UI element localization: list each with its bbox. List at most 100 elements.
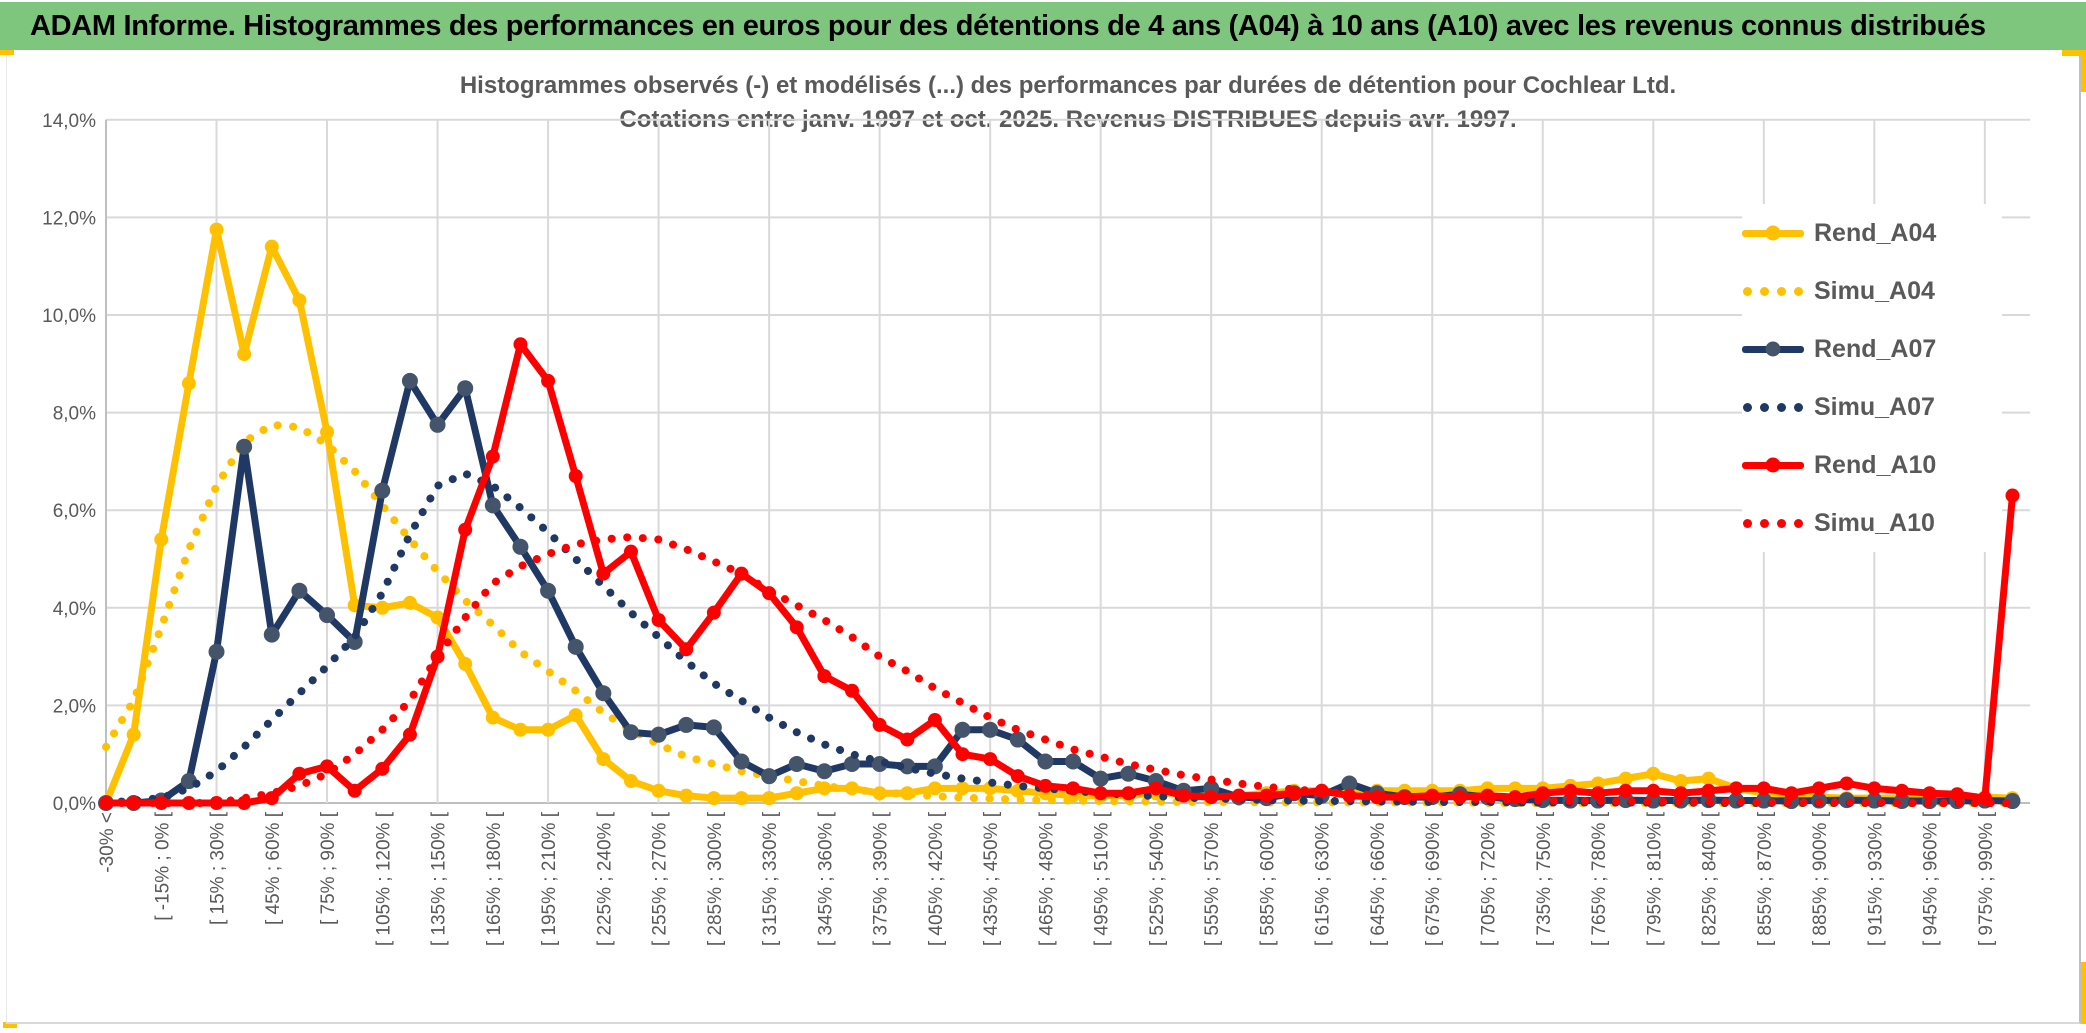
gold-accent-top-left bbox=[0, 50, 14, 55]
y-axis-label: 4,0% bbox=[53, 599, 96, 620]
x-axis-label: [ 885% ; 900% [ bbox=[1810, 811, 1831, 946]
data-point-marker bbox=[485, 710, 500, 725]
x-axis-label: [ 675% ; 690% [ bbox=[1423, 811, 1444, 946]
dotted-line-swatch-icon bbox=[1742, 402, 1804, 412]
line-marker-swatch-icon bbox=[1742, 225, 1804, 241]
data-point-marker bbox=[1729, 781, 1744, 796]
data-point-marker bbox=[513, 337, 528, 352]
data-point-marker bbox=[706, 791, 721, 806]
data-point-marker bbox=[181, 376, 196, 391]
data-point-marker bbox=[237, 347, 252, 362]
legend-item-simu_a10[interactable]: Simu_A10 bbox=[1742, 494, 2002, 552]
data-point-marker bbox=[513, 722, 528, 737]
data-point-marker bbox=[1618, 771, 1633, 786]
data-point-marker bbox=[291, 582, 308, 599]
data-point-marker bbox=[375, 761, 390, 776]
data-point-marker bbox=[209, 222, 224, 237]
data-point-marker bbox=[401, 372, 418, 389]
chart-legend[interactable]: Rend_A04 Simu_A04 Rend_A07 Simu_A07 Rend_A10… bbox=[1742, 204, 2002, 552]
data-point-marker bbox=[1756, 781, 1771, 796]
data-point-marker bbox=[1065, 753, 1082, 770]
line-marker-swatch-icon bbox=[1742, 341, 1804, 357]
data-point-marker bbox=[126, 727, 141, 742]
data-point-marker bbox=[1950, 787, 1965, 802]
legend-item-simu_a07[interactable]: Simu_A07 bbox=[1742, 378, 2002, 436]
dotted-line-swatch-icon bbox=[1742, 286, 1804, 296]
data-point-marker bbox=[982, 721, 999, 738]
y-axis-label: 12,0% bbox=[42, 208, 96, 229]
x-axis-label: [ 945% ; 960% [ bbox=[1921, 811, 1942, 946]
data-point-marker bbox=[650, 726, 667, 743]
data-point-marker bbox=[154, 532, 169, 547]
x-axis-label: [ 765% ; 780% [ bbox=[1589, 811, 1610, 946]
data-point-marker bbox=[816, 763, 833, 780]
data-point-marker bbox=[955, 747, 970, 762]
x-axis-label: [ 705% ; 720% [ bbox=[1479, 811, 1500, 946]
data-point-marker bbox=[1591, 776, 1606, 791]
series-Simu_A10 bbox=[102, 533, 2017, 807]
data-point-marker bbox=[1341, 775, 1358, 792]
x-axis-label: [ 855% ; 870% [ bbox=[1755, 811, 1776, 946]
legend-label: Simu_A04 bbox=[1814, 276, 1935, 305]
x-axis-label: [ 915% ; 930% [ bbox=[1865, 811, 1886, 946]
data-point-marker bbox=[1397, 790, 1412, 805]
data-point-marker bbox=[568, 708, 583, 723]
data-point-marker bbox=[954, 721, 971, 738]
series-line-Rend_A07 bbox=[102, 377, 2016, 807]
line-marker-swatch-icon bbox=[1742, 457, 1804, 473]
data-point-marker bbox=[622, 724, 639, 741]
y-axis-label: 0,0% bbox=[53, 794, 96, 815]
data-point-marker bbox=[706, 605, 721, 620]
data-point-marker bbox=[733, 753, 750, 770]
data-point-marker bbox=[2005, 488, 2020, 503]
data-point-marker bbox=[679, 788, 694, 803]
x-axis-label: [ 555% ; 570% [ bbox=[1202, 811, 1223, 946]
legend-item-simu_a04[interactable]: Simu_A04 bbox=[1742, 262, 2002, 320]
data-point-marker bbox=[1591, 786, 1606, 801]
data-point-marker bbox=[1093, 786, 1108, 801]
data-point-marker bbox=[1563, 783, 1578, 798]
data-point-marker bbox=[596, 752, 611, 767]
x-axis-label: [ 165% ; 180% [ bbox=[484, 811, 505, 946]
legend-label: Rend_A07 bbox=[1814, 334, 1937, 363]
data-point-marker bbox=[595, 685, 612, 702]
data-point-marker bbox=[762, 791, 777, 806]
x-axis-label: [ 195% ; 210% [ bbox=[539, 811, 560, 946]
x-axis-labels: -30% < [ -15% ; 0% [[ 15% ; 30% [[ 45% ; … bbox=[97, 811, 1997, 946]
series-line-Rend_A04 bbox=[102, 226, 2016, 807]
y-axis-label: 14,0% bbox=[42, 111, 96, 132]
x-axis-label: [ 795% ; 810% [ bbox=[1644, 811, 1665, 946]
data-point-marker bbox=[955, 781, 970, 796]
x-axis-label: [ 45% ; 60% [ bbox=[263, 811, 284, 925]
x-axis-label: [ 315% ; 330% [ bbox=[760, 811, 781, 946]
data-point-marker bbox=[678, 716, 695, 733]
gold-accent-bottom-right-edge bbox=[2080, 962, 2086, 1024]
gold-accent-top-right-edge bbox=[2080, 50, 2086, 92]
data-point-marker bbox=[1037, 753, 1054, 770]
title-banner: ADAM Informe. Histogrammes des performan… bbox=[0, 2, 2086, 50]
legend-item-rend_a10[interactable]: Rend_A10 bbox=[1742, 436, 2002, 494]
y-axis-label: 6,0% bbox=[53, 501, 96, 522]
x-axis-label: [ 615% ; 630% [ bbox=[1313, 811, 1334, 946]
data-point-marker bbox=[292, 766, 307, 781]
legend-item-rend_a07[interactable]: Rend_A07 bbox=[1742, 320, 2002, 378]
data-point-marker bbox=[1646, 766, 1661, 781]
data-point-marker bbox=[458, 656, 473, 671]
data-point-marker bbox=[208, 643, 225, 660]
data-point-marker bbox=[458, 522, 473, 537]
data-point-marker bbox=[844, 755, 861, 772]
data-point-marker bbox=[320, 425, 335, 440]
data-point-marker bbox=[1839, 776, 1854, 791]
legend-item-rend_a04[interactable]: Rend_A04 bbox=[1742, 204, 2002, 262]
data-point-marker bbox=[292, 293, 307, 308]
data-point-marker bbox=[872, 717, 887, 732]
x-axis-label: [ 735% ; 750% [ bbox=[1534, 811, 1555, 946]
x-axis-label: [ 285% ; 300% [ bbox=[705, 811, 726, 946]
page-title: ADAM Informe. Histogrammes des performan… bbox=[30, 9, 1986, 42]
data-point-marker bbox=[1038, 778, 1053, 793]
data-point-marker bbox=[1066, 781, 1081, 796]
legend-label: Rend_A04 bbox=[1814, 218, 1937, 247]
data-point-marker bbox=[1009, 731, 1026, 748]
